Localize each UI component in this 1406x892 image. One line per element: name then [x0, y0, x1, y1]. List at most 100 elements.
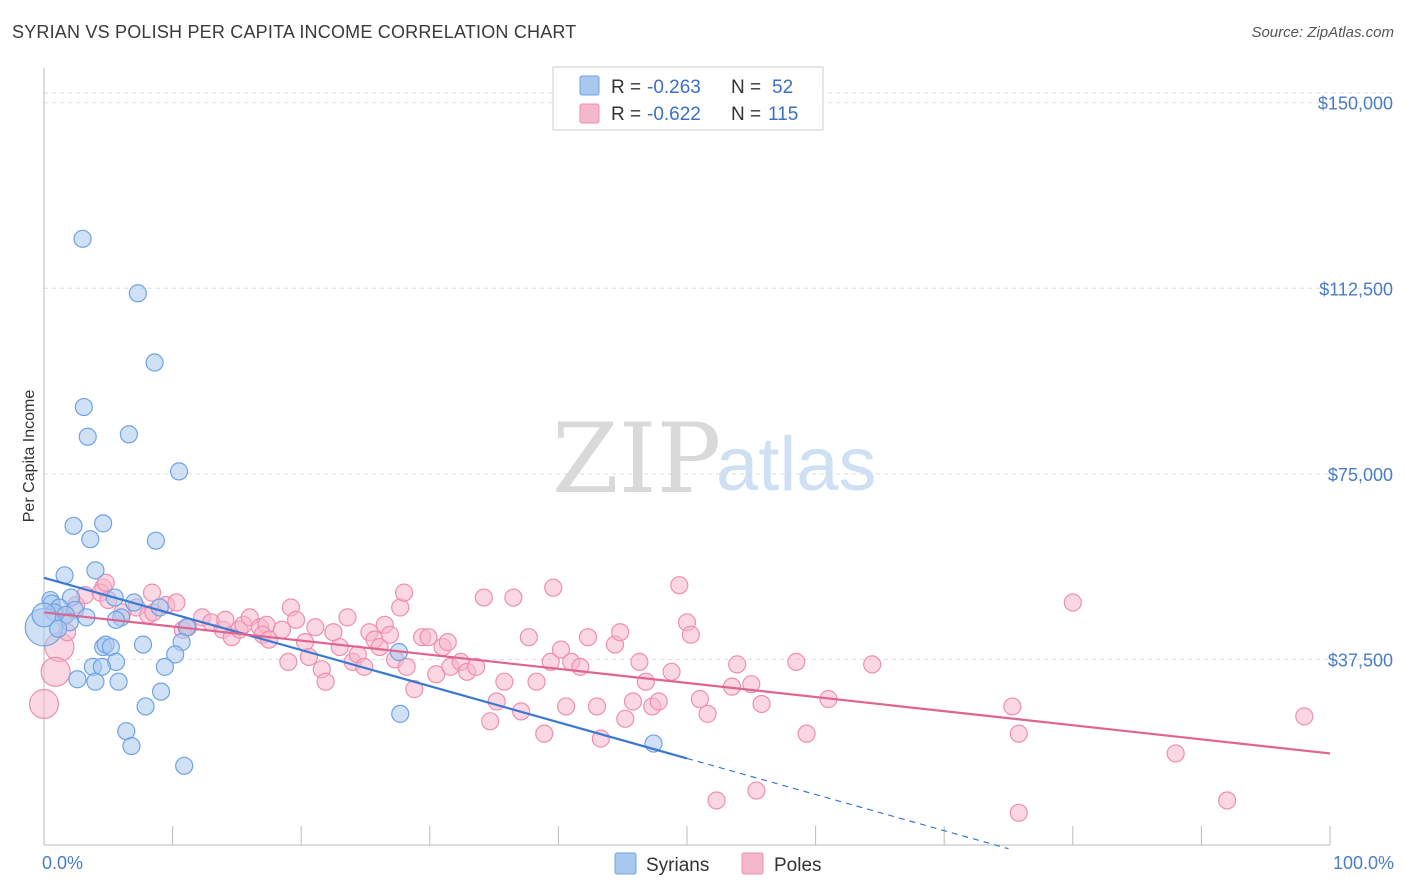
poles-point-69	[496, 673, 513, 690]
poles-point-100	[729, 656, 746, 673]
legend-swatch-syrians	[580, 76, 599, 95]
poles-point-102	[748, 782, 765, 799]
watermark-atlas: atlas	[716, 422, 877, 507]
poles-point-35	[288, 611, 305, 628]
poles-point-113	[1219, 792, 1236, 809]
x-tick-label-0: 0.0%	[42, 853, 83, 873]
poles-point-42	[331, 639, 348, 656]
poles-point-82	[588, 698, 605, 715]
syrians-point-6	[171, 463, 188, 480]
legend-r-value-0: -0.263	[647, 77, 701, 98]
bottom-legend-label-syrians: Syrians	[646, 855, 709, 876]
poles-point-51	[381, 626, 398, 643]
poles-point-85	[612, 624, 629, 641]
poles-point-76	[545, 579, 562, 596]
data-points	[25, 230, 1312, 821]
poles-point-53	[392, 599, 409, 616]
poles-point-54	[396, 584, 413, 601]
top-legend: R = -0.263 N = 52 R = -0.622 N = 115	[553, 67, 823, 130]
poles-point-93	[671, 577, 688, 594]
x-tick-label-1: 100.0%	[1333, 853, 1394, 873]
syrians-point-44	[153, 683, 170, 700]
syrians-point-48	[123, 738, 140, 755]
poles-point-70	[505, 589, 522, 606]
legend-n-value-0: 52	[772, 77, 793, 98]
poles-point-43	[339, 609, 356, 626]
syrians-point-46	[392, 705, 409, 722]
poles-point-87	[624, 693, 641, 710]
grid-lines	[44, 93, 1395, 660]
bottom-legend: Syrians Poles	[615, 853, 822, 876]
bottom-legend-swatch-syrians	[615, 853, 636, 874]
syrians-point-3	[75, 399, 92, 416]
poles-point-111	[1064, 594, 1081, 611]
poles-point-97	[699, 705, 716, 722]
syrians-point-40	[156, 658, 173, 675]
syrians-point-34	[135, 636, 152, 653]
poles-point-2	[41, 657, 70, 686]
poles-point-92	[663, 663, 680, 680]
poles-point-108	[1004, 698, 1021, 715]
syrians-trend-extension	[687, 758, 1009, 848]
bottom-legend-label-poles: Poles	[774, 855, 822, 876]
poles-point-104	[788, 653, 805, 670]
syrians-point-26	[151, 599, 168, 616]
y-tick-labels: $37,500 $75,000 $112,500 $150,000	[1318, 94, 1393, 671]
syrians-point-8	[95, 515, 112, 532]
poles-point-33	[280, 653, 297, 670]
y-axis-label: Per Capita Income	[21, 390, 38, 523]
syrians-point-1	[129, 285, 146, 302]
poles-point-0	[30, 690, 59, 719]
syrians-point-50	[176, 757, 193, 774]
x-tick-labels: 0.0% 100.0%	[42, 853, 1394, 873]
poles-point-88	[631, 653, 648, 670]
poles-point-95	[682, 626, 699, 643]
legend-n-value-1: 115	[768, 104, 798, 125]
bottom-legend-swatch-poles	[742, 853, 763, 874]
poles-point-103	[753, 695, 770, 712]
poles-point-40	[317, 673, 334, 690]
y-tick-label-0: $37,500	[1328, 650, 1393, 670]
legend-r-label-1: R =	[611, 104, 641, 125]
poles-point-98	[708, 792, 725, 809]
poles-point-86	[617, 710, 634, 727]
legend-r-value-1: -0.622	[647, 104, 701, 125]
y-tick-label-1: $75,000	[1328, 465, 1393, 485]
poles-point-91	[650, 693, 667, 710]
poles-point-38	[307, 619, 324, 636]
watermark-zip: ZIP	[552, 403, 721, 515]
syrians-point-11	[87, 562, 104, 579]
poles-point-107	[864, 656, 881, 673]
syrians-point-9	[147, 532, 164, 549]
poles-point-89	[637, 673, 654, 690]
syrians-point-7	[65, 517, 82, 534]
syrians-point-41	[69, 671, 86, 688]
poles-point-78	[558, 698, 575, 715]
y-tick-label-2: $112,500	[1319, 279, 1393, 299]
syrians-point-43	[110, 673, 127, 690]
poles-point-74	[536, 725, 553, 742]
syrians-point-4	[79, 428, 96, 445]
poles-point-17	[168, 594, 185, 611]
poles-point-110	[1010, 804, 1027, 821]
legend-r-label-0: R =	[611, 77, 641, 98]
syrians-point-42	[87, 673, 104, 690]
legend-n-label-0: N =	[731, 77, 761, 98]
poles-point-114	[1296, 708, 1313, 725]
syrians-trend-line	[44, 578, 687, 759]
scatter-chart: ZIP atlas $37,500 $75,000 $112,500 $150,000…	[0, 0, 1406, 892]
poles-point-67	[482, 713, 499, 730]
syrians-point-45	[137, 698, 154, 715]
y-tick-label-3: $150,000	[1318, 94, 1393, 114]
watermark: ZIP atlas	[552, 403, 877, 515]
poles-point-105	[798, 725, 815, 742]
syrians-point-51	[32, 603, 56, 627]
legend-swatch-poles	[580, 104, 599, 123]
poles-point-109	[1010, 725, 1027, 742]
poles-point-66	[475, 589, 492, 606]
syrians-point-5	[120, 426, 137, 443]
poles-point-81	[579, 629, 596, 646]
syrians-point-10	[82, 531, 99, 548]
legend-n-label-1: N =	[731, 104, 761, 125]
syrians-point-0	[74, 230, 91, 247]
